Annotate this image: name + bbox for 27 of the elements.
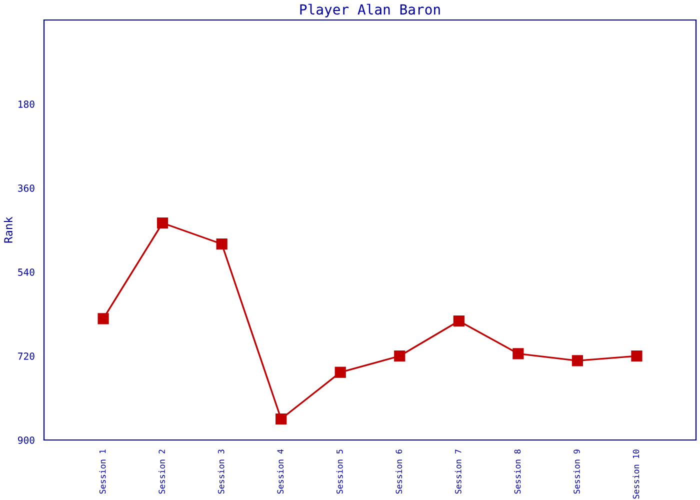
x-tick-label: Session 3	[218, 450, 224, 494]
x-tick-label: Session 4	[277, 449, 284, 494]
x-tick-label: Session 8	[514, 450, 521, 494]
y-tick-label: 540	[18, 268, 34, 276]
point	[98, 313, 109, 324]
point	[394, 350, 406, 362]
y-tick-label: 720	[18, 352, 34, 360]
point	[512, 348, 524, 360]
x-tick-label: Session 9	[573, 450, 580, 494]
point	[216, 238, 228, 250]
point	[334, 366, 346, 378]
point	[631, 350, 642, 362]
chart-title: Player Alan Baron	[300, 4, 440, 18]
x-tick-label: Session 10	[632, 450, 640, 499]
y-axis-title: Rank	[4, 216, 12, 243]
y-tick-label: 180	[18, 100, 34, 108]
x-tick-label: Session 6	[396, 450, 402, 494]
point	[276, 413, 287, 425]
x-tick-label: Session 5	[336, 450, 343, 494]
point	[572, 355, 584, 366]
x-tick-label: Session 1	[99, 450, 106, 494]
y-tick-label: 900	[18, 436, 34, 444]
y-tick-label: 360	[18, 184, 34, 192]
x-tick-label: Session 2	[158, 450, 165, 494]
x-tick-label: Session 7	[454, 450, 462, 494]
point	[453, 315, 464, 327]
point	[156, 217, 168, 229]
